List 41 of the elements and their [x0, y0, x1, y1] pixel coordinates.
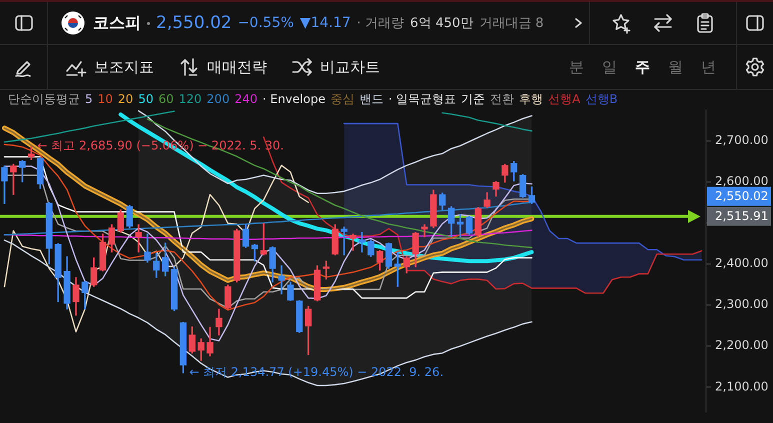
text: 밴드: [359, 92, 384, 107]
text: 년: [701, 58, 716, 76]
text: 200: [206, 92, 230, 107]
text: ▼14.17: [300, 15, 351, 31]
y-tick-label: 2,100.00: [715, 379, 768, 394]
text: 중심: [330, 92, 354, 107]
y-tick-label: 2,600.00: [715, 174, 768, 188]
ref-line-label: 2,515.91: [715, 209, 768, 224]
text: 매매전략: [207, 58, 267, 76]
text: 전환: [490, 92, 514, 107]
text: 후행: [519, 92, 544, 107]
text: 5: [85, 92, 93, 107]
series-label: 50: [138, 92, 154, 107]
series-label: 120: [178, 92, 202, 107]
y-tick-label: 2,300.00: [715, 297, 768, 312]
text: 일: [602, 58, 617, 76]
text: 분: [569, 58, 584, 76]
text: 10: [98, 92, 113, 107]
text: 2,550.02: [156, 13, 232, 33]
text: 거래대금 8: [479, 15, 544, 32]
text: 선행A: [548, 92, 580, 107]
text: 기준: [461, 92, 486, 107]
text: 20: [118, 92, 134, 107]
y-tick-label: 2,400.00: [715, 256, 768, 270]
text: 6억 450만: [410, 15, 474, 32]
text: 단순이동평균: [8, 92, 80, 107]
text: 비교차트: [320, 58, 380, 76]
text: 월: [668, 58, 683, 76]
chart-title: 코스피: [93, 12, 141, 34]
series-label: 60: [158, 92, 174, 107]
text: 240: [234, 92, 258, 107]
y-tick-label: 2,200.00: [715, 338, 768, 352]
text: 2,550.02: [715, 189, 768, 204]
text: 주: [635, 58, 650, 76]
y-tick-label: 2,700.00: [715, 132, 768, 147]
text: 보조지표: [94, 58, 154, 76]
text: · 일목균형표: [388, 92, 456, 107]
text: · Envelope: [262, 92, 326, 107]
text: · 거래량: [356, 15, 404, 32]
text: −0.55%: [238, 15, 294, 31]
text: 선행B: [585, 92, 618, 107]
